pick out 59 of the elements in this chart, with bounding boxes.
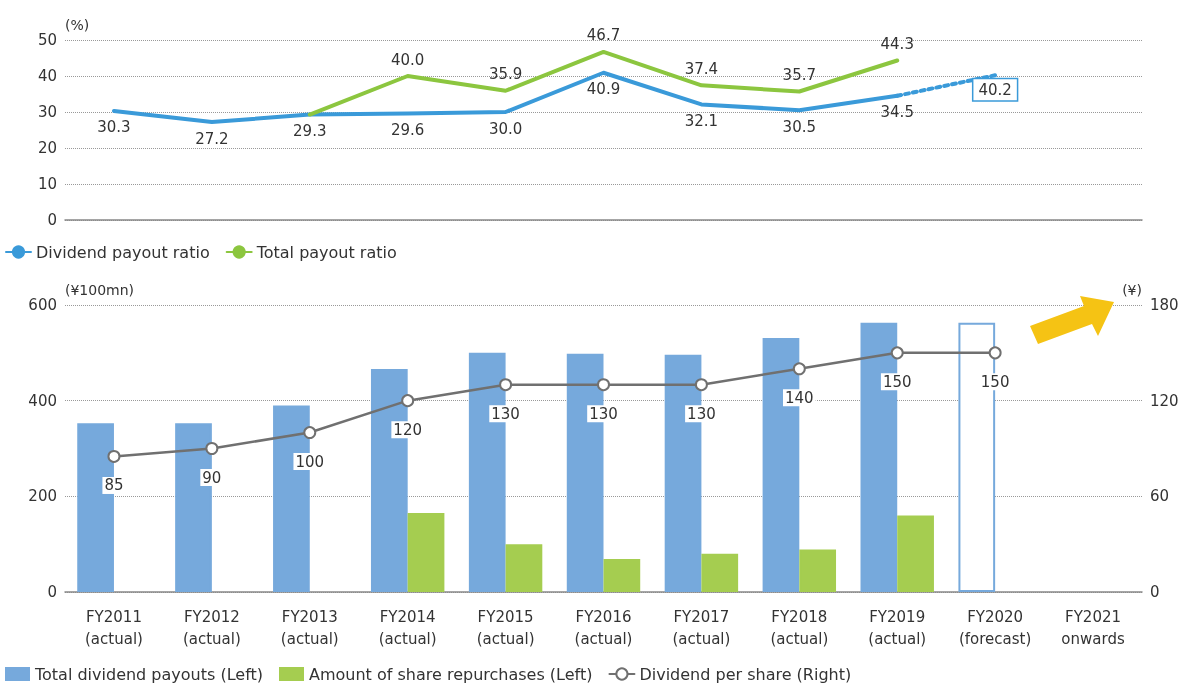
data-label: 120 bbox=[393, 420, 422, 439]
y2-tick-label: 180 bbox=[1150, 296, 1179, 314]
data-label: 30.5 bbox=[782, 117, 817, 136]
data-label: 40.0 bbox=[390, 50, 425, 69]
data-label: 140 bbox=[785, 388, 814, 407]
data-label: 46.7 bbox=[586, 26, 621, 45]
data-label: 37.4 bbox=[684, 59, 719, 78]
x-tick-label: FY2018 (actual) bbox=[770, 608, 829, 648]
legend-label: Dividend per share (Right) bbox=[639, 664, 852, 684]
x-tick-label: FY2021 onwards bbox=[1061, 608, 1125, 648]
y2-tick-label: 0 bbox=[1150, 583, 1160, 601]
legend-label: Total payout ratio bbox=[255, 242, 397, 262]
x-tick-label: FY2016 (actual) bbox=[574, 608, 633, 648]
y-tick-label: 200 bbox=[28, 487, 57, 506]
legend-label: Amount of share repurchases (Left) bbox=[308, 664, 593, 684]
y-axis-title: (%) bbox=[65, 17, 90, 33]
y-tick-label: 600 bbox=[28, 296, 57, 314]
data-label: 44.3 bbox=[880, 35, 914, 54]
y-tick-label: 40 bbox=[37, 67, 57, 85]
x-tick-label: FY2017 (actual) bbox=[672, 608, 731, 648]
data-label: 130 bbox=[589, 404, 618, 423]
data-label: 90 bbox=[202, 468, 222, 487]
x-tick-label: FY2019 (actual) bbox=[868, 608, 927, 648]
data-label: 30.3 bbox=[97, 118, 131, 137]
x-tick-label: FY2020 (forecast) bbox=[958, 608, 1032, 648]
y2-tick-label: 120 bbox=[1150, 391, 1179, 410]
data-label: 100 bbox=[295, 452, 325, 471]
x-tick-label: FY2014 (actual) bbox=[378, 608, 437, 648]
data-label: 150 bbox=[980, 372, 1010, 391]
y2-axis-title: (¥) bbox=[1122, 282, 1142, 298]
legend-label: Total dividend payouts (Left) bbox=[34, 664, 263, 684]
x-tick-label: FY2011 (actual) bbox=[85, 608, 143, 648]
legend-label: Dividend payout ratio bbox=[36, 242, 210, 262]
y-tick-label: 0 bbox=[47, 583, 57, 601]
data-label: 40.2 bbox=[978, 80, 1012, 99]
data-label: 150 bbox=[882, 372, 912, 391]
y2-tick-label: 60 bbox=[1150, 487, 1170, 506]
x-tick-label: FY2013 (actual) bbox=[280, 608, 339, 648]
data-label: 35.7 bbox=[782, 65, 817, 84]
data-label: 29.3 bbox=[293, 122, 327, 141]
data-label: 29.6 bbox=[390, 120, 425, 139]
data-label: 130 bbox=[491, 404, 520, 423]
data-label: 30.0 bbox=[488, 119, 523, 138]
data-label: 35.9 bbox=[488, 65, 523, 84]
y-tick-label: 400 bbox=[28, 391, 57, 410]
y-tick-label: 50 bbox=[37, 31, 57, 49]
y-tick-label: 20 bbox=[37, 139, 57, 157]
data-label: 27.2 bbox=[195, 129, 229, 148]
data-label: 34.5 bbox=[880, 103, 914, 122]
x-tick-label: FY2015 (actual) bbox=[476, 608, 535, 648]
y-tick-label: 30 bbox=[37, 103, 57, 121]
data-label: 130 bbox=[687, 404, 716, 423]
y-axis-title: (¥100mn) bbox=[65, 282, 135, 298]
data-label: 32.1 bbox=[684, 111, 719, 130]
data-label: 85 bbox=[104, 476, 124, 495]
y-tick-label: 10 bbox=[37, 175, 57, 193]
data-label: 40.9 bbox=[586, 80, 621, 99]
y-tick-label: 0 bbox=[47, 211, 57, 229]
x-tick-label: FY2012 (actual) bbox=[182, 608, 241, 648]
